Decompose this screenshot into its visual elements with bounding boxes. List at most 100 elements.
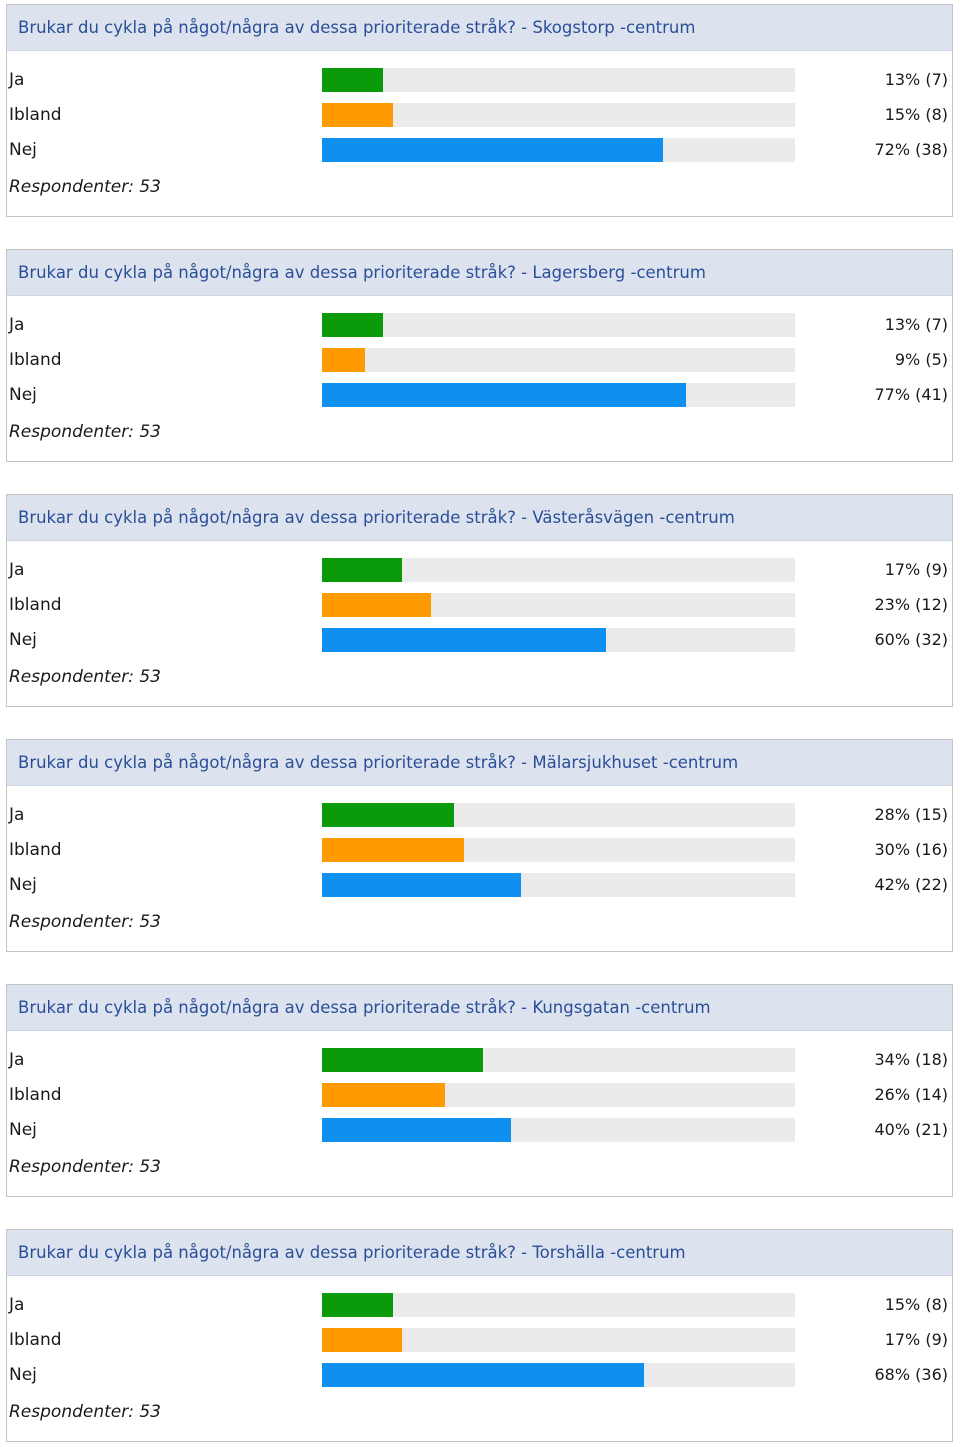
answer-label: Ja [9, 1050, 25, 1070]
answer-label: Ja [9, 560, 25, 580]
question-title: Brukar du cykla på något/några av dessa … [7, 1230, 952, 1276]
bar-track [322, 68, 795, 92]
bar-track [322, 1293, 795, 1317]
bar-track [322, 873, 795, 897]
answer-label: Ibland [9, 105, 62, 125]
answer-row-nej: Nej 72% (38) [7, 138, 952, 162]
answer-label: Ja [9, 805, 25, 825]
value-label: 9% (5) [894, 350, 948, 369]
bar-nej [322, 628, 606, 652]
respondents-count: Respondenter: 53 [9, 1157, 161, 1177]
answer-row-ibland: Ibland 17% (9) [7, 1328, 952, 1352]
bar-ja [322, 1293, 393, 1317]
answer-label: Ibland [9, 1085, 62, 1105]
bar-track [322, 838, 795, 862]
bar-track [322, 383, 795, 407]
respondents-count: Respondenter: 53 [9, 177, 161, 197]
bar-nej [322, 138, 663, 162]
bar-ibland [322, 838, 464, 862]
value-label: 30% (16) [874, 840, 949, 859]
answer-row-nej: Nej 60% (32) [7, 628, 952, 652]
bar-track [322, 138, 795, 162]
bar-nej [322, 873, 521, 897]
answer-label: Nej [9, 875, 37, 895]
bar-track [322, 1328, 795, 1352]
question-title: Brukar du cykla på något/några av dessa … [7, 250, 952, 296]
question-title: Brukar du cykla på något/några av dessa … [7, 985, 952, 1031]
answer-row-ibland: Ibland 23% (12) [7, 593, 952, 617]
answer-row-ja: Ja 15% (8) [7, 1293, 952, 1317]
question-title: Brukar du cykla på något/några av dessa … [7, 495, 952, 541]
bar-track [322, 103, 795, 127]
value-label: 26% (14) [874, 1085, 949, 1104]
value-label: 68% (36) [874, 1365, 949, 1384]
survey-panel: Brukar du cykla på något/några av dessa … [6, 739, 953, 952]
bar-track [322, 593, 795, 617]
survey-panel: Brukar du cykla på något/några av dessa … [6, 4, 953, 217]
bar-ibland [322, 1083, 445, 1107]
bar-ibland [322, 103, 393, 127]
bar-track [322, 803, 795, 827]
answer-row-ja: Ja 13% (7) [7, 313, 952, 337]
bar-ibland [322, 1328, 402, 1352]
answer-row-ibland: Ibland 26% (14) [7, 1083, 952, 1107]
value-label: 34% (18) [874, 1050, 949, 1069]
answer-label: Ibland [9, 350, 62, 370]
survey-panel: Brukar du cykla på något/några av dessa … [6, 1229, 953, 1442]
value-label: 17% (9) [884, 560, 948, 579]
answer-row-ja: Ja 17% (9) [7, 558, 952, 582]
survey-panel: Brukar du cykla på något/några av dessa … [6, 984, 953, 1197]
bar-ibland [322, 348, 365, 372]
respondents-count: Respondenter: 53 [9, 912, 161, 932]
bar-track [322, 1118, 795, 1142]
answer-label: Nej [9, 630, 37, 650]
answer-label: Ja [9, 315, 25, 335]
answer-row-nej: Nej 68% (36) [7, 1363, 952, 1387]
answer-row-ja: Ja 13% (7) [7, 68, 952, 92]
answer-label: Ibland [9, 1330, 62, 1350]
answer-row-ja: Ja 28% (15) [7, 803, 952, 827]
bar-track [322, 1363, 795, 1387]
bar-track [322, 313, 795, 337]
bar-ibland [322, 593, 431, 617]
value-label: 72% (38) [874, 140, 949, 159]
survey-panel: Brukar du cykla på något/några av dessa … [6, 249, 953, 462]
respondents-count: Respondenter: 53 [9, 667, 161, 687]
bar-track [322, 628, 795, 652]
question-title: Brukar du cykla på något/några av dessa … [7, 740, 952, 786]
bar-ja [322, 558, 402, 582]
value-label: 17% (9) [884, 1330, 948, 1349]
answer-row-ibland: Ibland 9% (5) [7, 348, 952, 372]
answer-row-ja: Ja 34% (18) [7, 1048, 952, 1072]
value-label: 15% (8) [884, 1295, 948, 1314]
bar-track [322, 558, 795, 582]
respondents-count: Respondenter: 53 [9, 1402, 161, 1422]
bar-track [322, 348, 795, 372]
answer-label: Nej [9, 140, 37, 160]
value-label: 15% (8) [884, 105, 948, 124]
answer-row-nej: Nej 77% (41) [7, 383, 952, 407]
answer-label: Ja [9, 1295, 25, 1315]
value-label: 28% (15) [874, 805, 949, 824]
answer-row-nej: Nej 40% (21) [7, 1118, 952, 1142]
value-label: 13% (7) [884, 315, 948, 334]
answer-row-nej: Nej 42% (22) [7, 873, 952, 897]
answer-label: Nej [9, 1120, 37, 1140]
bar-ja [322, 313, 383, 337]
value-label: 60% (32) [874, 630, 949, 649]
bar-track [322, 1083, 795, 1107]
answer-label: Ja [9, 70, 25, 90]
respondents-count: Respondenter: 53 [9, 422, 161, 442]
answer-row-ibland: Ibland 30% (16) [7, 838, 952, 862]
survey-panel: Brukar du cykla på något/några av dessa … [6, 494, 953, 707]
question-title: Brukar du cykla på något/några av dessa … [7, 5, 952, 51]
bar-nej [322, 1118, 511, 1142]
bar-track [322, 1048, 795, 1072]
value-label: 13% (7) [884, 70, 948, 89]
answer-label: Nej [9, 1365, 37, 1385]
answer-row-ibland: Ibland 15% (8) [7, 103, 952, 127]
value-label: 23% (12) [874, 595, 949, 614]
answer-label: Nej [9, 385, 37, 405]
value-label: 77% (41) [874, 385, 949, 404]
answer-label: Ibland [9, 595, 62, 615]
